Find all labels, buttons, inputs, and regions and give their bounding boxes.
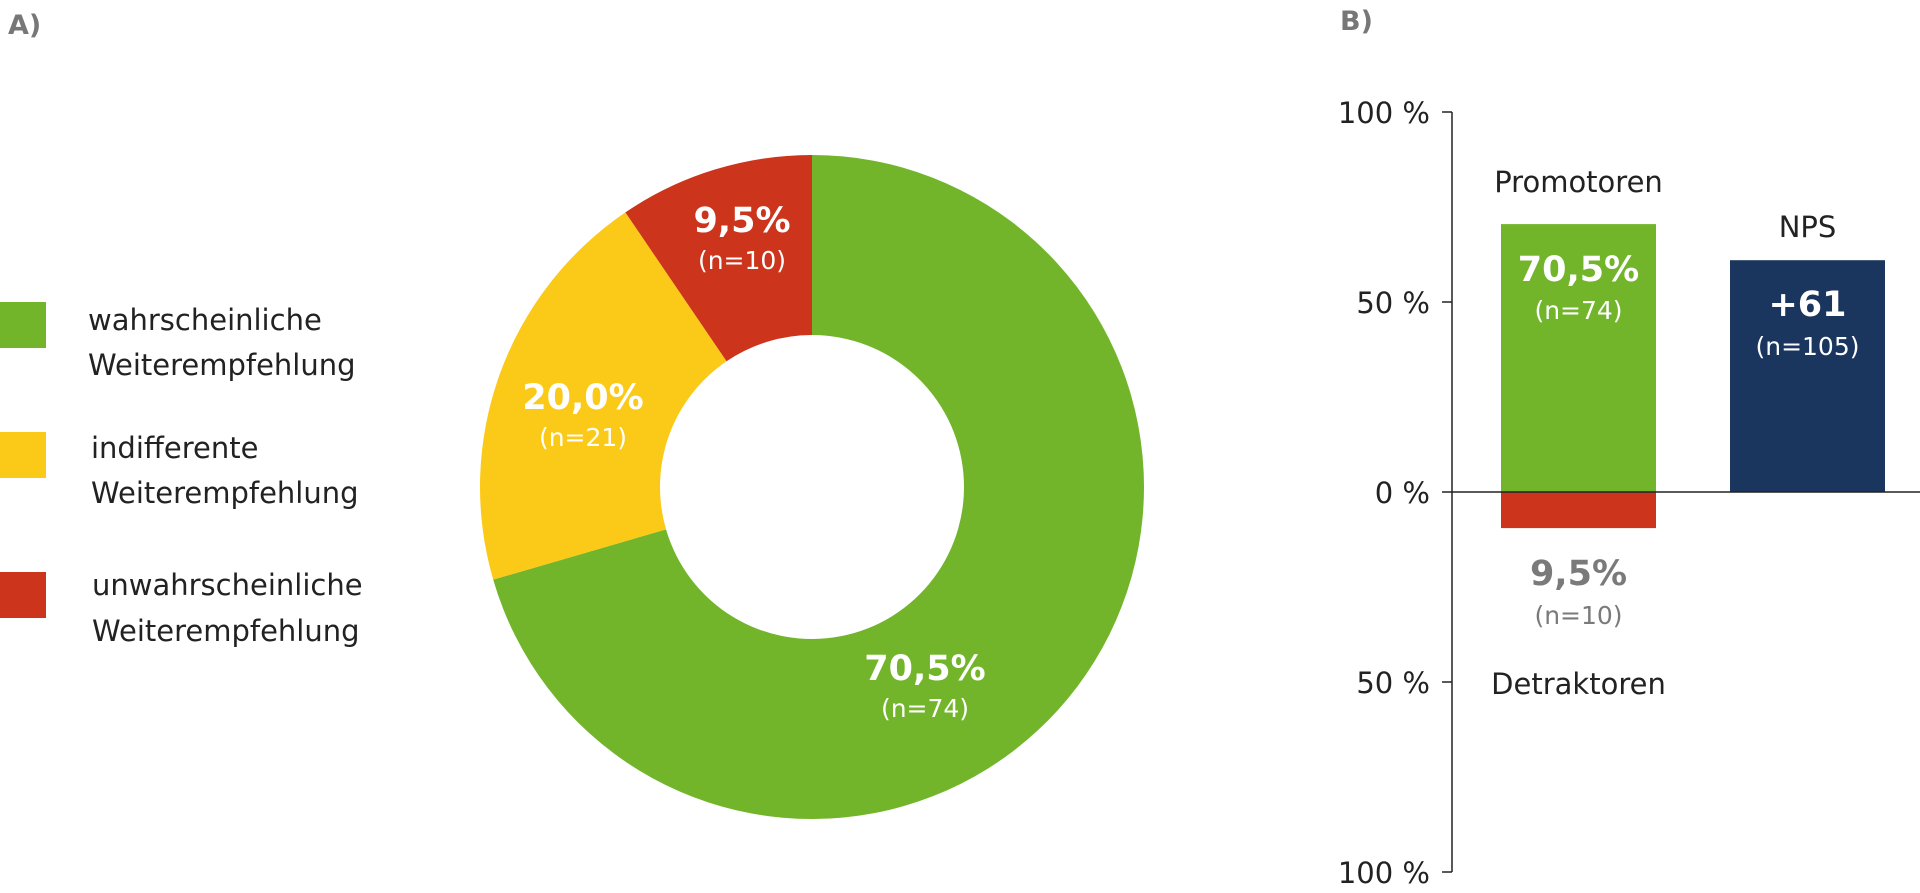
donut-chart: 70,5% (n=74) 20,0% (n=21) 9,5% (n=10) <box>480 155 1144 819</box>
bar-count-label: (n=105) <box>1755 332 1859 361</box>
legend-label-indifferent-line2: Weiterempfehlung <box>91 476 359 510</box>
bar-name-label: Promotoren <box>1494 165 1663 199</box>
legend-swatch-indifferent <box>0 432 46 478</box>
bar-value-label: +61 <box>1768 285 1846 325</box>
bar-nps <box>1730 260 1885 492</box>
slice-count-label: (n=74) <box>881 694 969 723</box>
legend-item-likely: wahrscheinliche Weiterempfehlung <box>0 302 356 382</box>
bar-detraktoren <box>1501 492 1656 529</box>
slice-count-label: (n=21) <box>539 423 627 452</box>
y-tick-label: 50 % <box>1356 286 1430 320</box>
bar-count-label: (n=10) <box>1534 601 1622 630</box>
legend-label-likely-line2: Weiterempfehlung <box>88 348 356 382</box>
y-tick-label: 100 % <box>1338 856 1430 890</box>
legend-swatch-likely <box>0 302 46 348</box>
panel-a-label: A) <box>8 10 41 41</box>
legend-swatch-unlikely <box>0 572 46 618</box>
donut-slice <box>480 212 727 580</box>
legend-item-unlikely: unwahrscheinliche Weiterempfehlung <box>0 568 363 648</box>
y-tick-label: 100 % <box>1338 96 1430 130</box>
bar-name-label: NPS <box>1779 210 1837 244</box>
panel-b-label: B) <box>1340 6 1373 37</box>
legend: wahrscheinliche Weiterempfehlung indiffe… <box>0 302 363 648</box>
y-tick-label: 50 % <box>1356 666 1430 700</box>
legend-label-indifferent-line1: indifferente <box>91 431 258 465</box>
slice-count-label: (n=10) <box>698 246 786 275</box>
donut-slice <box>493 155 1144 819</box>
slice-percent-label: 70,5% <box>864 649 985 689</box>
legend-label-likely-line1: wahrscheinliche <box>88 303 322 337</box>
legend-label-unlikely-line1: unwahrscheinliche <box>92 568 363 602</box>
y-tick-label: 0 % <box>1375 476 1430 510</box>
bar-value-label: 70,5% <box>1518 250 1639 290</box>
legend-label-unlikely-line2: Weiterempfehlung <box>92 614 360 648</box>
slice-percent-label: 20,0% <box>522 378 643 418</box>
bar-count-label: (n=74) <box>1534 296 1622 325</box>
legend-item-indifferent: indifferente Weiterempfehlung <box>0 431 359 510</box>
slice-percent-label: 9,5% <box>693 201 790 241</box>
bar-name-label: Detraktoren <box>1491 667 1666 701</box>
donut-slice <box>625 155 812 362</box>
nps-bar-chart: 100 % 50 % 0 % 50 % 100 % Promotoren 70,5% (n=7… <box>1338 96 1920 890</box>
bar-value-label: 9,5% <box>1530 554 1627 594</box>
bar-promotoren <box>1501 224 1656 492</box>
